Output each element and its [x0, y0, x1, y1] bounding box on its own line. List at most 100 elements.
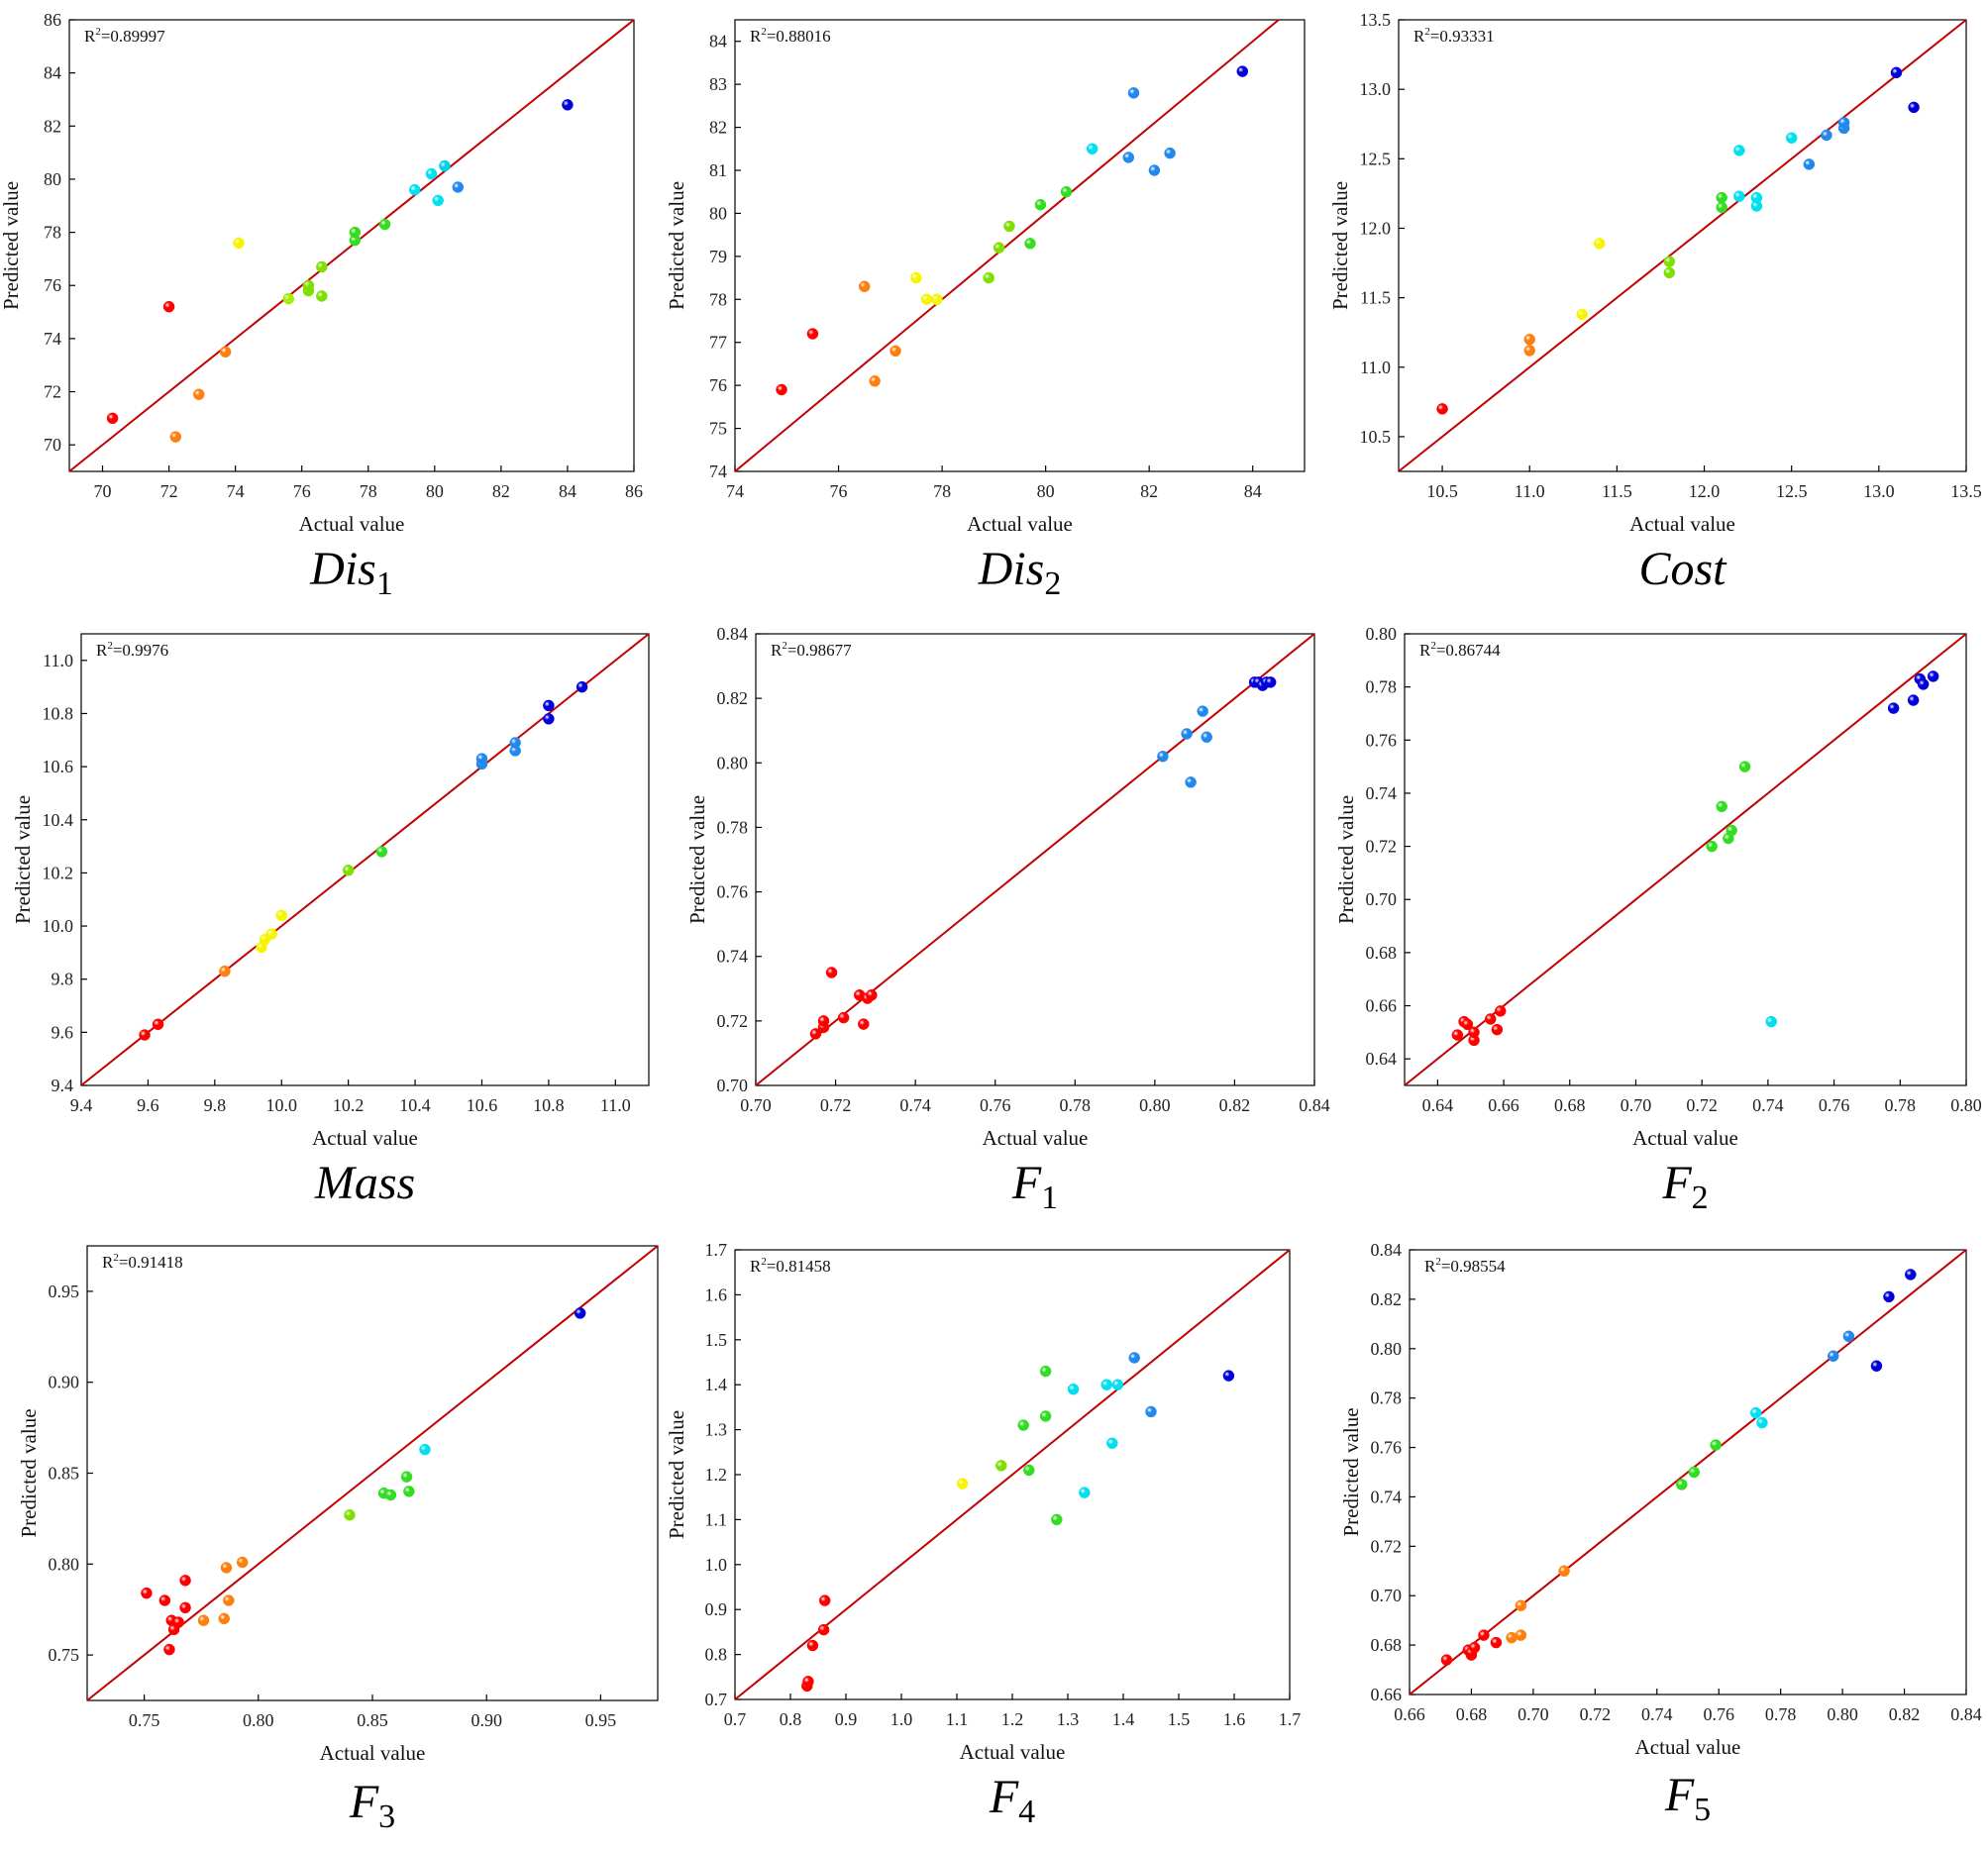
data-point — [1594, 238, 1606, 250]
x-tick-label: 0.84 — [1950, 1704, 1982, 1724]
y-axis-label: Predicted value — [665, 1410, 688, 1539]
fit-line-y-equals-x — [80, 633, 650, 1086]
y-tick-label: 82 — [709, 118, 727, 138]
y-tick-label: 9.6 — [52, 1022, 74, 1042]
x-tick-label: 74 — [227, 481, 245, 501]
x-tick-label: 0.75 — [129, 1710, 160, 1730]
x-tick-label: 9.8 — [204, 1095, 227, 1115]
y-tick-label: 0.7 — [705, 1690, 728, 1709]
x-tick-label: 0.74 — [899, 1095, 931, 1115]
y-axis-label: Predicted value — [665, 181, 688, 310]
data-point — [1663, 266, 1676, 279]
data-point — [1106, 1437, 1118, 1449]
y-tick-label: 1.4 — [705, 1375, 728, 1394]
x-tick-label: 84 — [1244, 481, 1262, 501]
data-point — [1491, 1023, 1504, 1036]
data-point — [1051, 1513, 1063, 1526]
data-point — [1927, 670, 1939, 682]
data-point — [1034, 198, 1047, 211]
x-tick-label: 0.72 — [820, 1095, 852, 1115]
data-point — [858, 1018, 870, 1030]
caption-main: F — [1664, 1769, 1695, 1821]
y-tick-label: 0.72 — [1366, 837, 1398, 857]
r2-annotation: R2=0.98554 — [1424, 1256, 1506, 1276]
r2-annotation: R2=0.88016 — [750, 26, 831, 46]
y-tick-label: 86 — [44, 10, 61, 30]
y-tick-label: 12.0 — [1360, 218, 1392, 238]
y-tick-label: 12.5 — [1360, 149, 1392, 168]
y-tick-label: 0.84 — [717, 624, 749, 644]
data-point — [384, 1489, 397, 1501]
y-tick-label: 1.1 — [705, 1509, 728, 1529]
data-point — [1490, 1636, 1503, 1649]
data-point — [233, 237, 245, 250]
data-point — [475, 753, 488, 765]
x-tick-label: 70 — [94, 481, 112, 501]
data-point — [1706, 840, 1718, 853]
y-tick-label: 84 — [44, 63, 61, 83]
data-point — [218, 1612, 230, 1625]
panel-caption: F5 — [1411, 1768, 1965, 1829]
caption-subscript: 1 — [1041, 1180, 1059, 1216]
x-tick-label: 11.0 — [600, 1095, 631, 1115]
data-point — [378, 218, 391, 231]
x-tick-label: 0.82 — [1889, 1704, 1921, 1724]
y-tick-label: 80 — [44, 169, 61, 189]
y-tick-label: 10.8 — [43, 703, 74, 723]
data-point — [1908, 101, 1920, 114]
data-point — [562, 99, 574, 111]
data-point — [1523, 333, 1535, 346]
y-tick-label: 9.4 — [52, 1076, 74, 1095]
data-point — [1905, 1269, 1917, 1281]
x-tick-label: 1.1 — [946, 1709, 969, 1729]
y-tick-label: 0.66 — [1371, 1685, 1403, 1704]
data-point — [806, 1639, 819, 1652]
x-tick-label: 0.7 — [724, 1709, 747, 1729]
x-tick-label: 0.78 — [1885, 1095, 1917, 1115]
caption-main: Dis — [310, 543, 376, 595]
data-point — [1023, 1464, 1035, 1477]
x-tick-label: 0.70 — [1517, 1704, 1549, 1724]
y-tick-label: 81 — [709, 160, 727, 180]
caption-subscript: 5 — [1694, 1792, 1712, 1828]
y-tick-label: 0.95 — [49, 1282, 80, 1301]
x-tick-label: 0.80 — [1950, 1095, 1982, 1115]
x-tick-label: 0.9 — [835, 1709, 858, 1729]
data-point — [993, 242, 1005, 254]
r2-annotation: R2=0.89997 — [84, 26, 165, 46]
caption-main: F — [989, 1771, 1019, 1823]
x-tick-label: 13.5 — [1950, 481, 1982, 501]
x-tick-label: 72 — [160, 481, 178, 501]
x-tick-label: 78 — [360, 481, 377, 501]
panel-f4: 0.7 0.8 0.9 1.0 1.1 1.2 1.3 1.4 1.5 1.6 1.7 0.7 0.8 0… — [665, 1240, 1301, 1764]
panel-dis1: 70 72 74 76 78 80 82 84 86 70 72 74 76 78 80 82 84 86 Actu… — [0, 10, 643, 536]
panel-caption: Cost — [1406, 542, 1960, 596]
x-tick-label: 0.70 — [1621, 1095, 1652, 1115]
data-point — [806, 328, 819, 340]
data-point — [1201, 731, 1212, 743]
data-point — [983, 271, 994, 284]
data-point — [223, 1594, 235, 1606]
data-point — [1111, 1379, 1124, 1390]
data-point — [543, 713, 555, 725]
x-tick-label: 76 — [293, 481, 311, 501]
plot-frame — [1398, 19, 1967, 472]
data-point — [776, 383, 787, 396]
x-tick-label: 10.0 — [265, 1095, 297, 1115]
r2-annotation: R2=0.81458 — [750, 1256, 831, 1276]
y-tick-label: 0.68 — [1371, 1635, 1403, 1655]
data-point — [197, 1614, 210, 1626]
data-point — [1756, 1416, 1768, 1429]
x-tick-label: 82 — [492, 481, 510, 501]
y-tick-label: 1.6 — [705, 1284, 728, 1304]
panel-caption: F2 — [1409, 1156, 1963, 1217]
x-tick-label: 1.5 — [1168, 1709, 1191, 1729]
x-tick-label: 10.5 — [1426, 481, 1458, 501]
data-point — [193, 388, 205, 400]
x-tick-label: 0.66 — [1488, 1095, 1519, 1115]
data-point — [419, 1443, 431, 1456]
data-point — [452, 181, 465, 193]
y-tick-label: 0.80 — [717, 753, 749, 772]
x-tick-label: 84 — [559, 481, 576, 501]
x-tick-label: 12.0 — [1689, 481, 1721, 501]
